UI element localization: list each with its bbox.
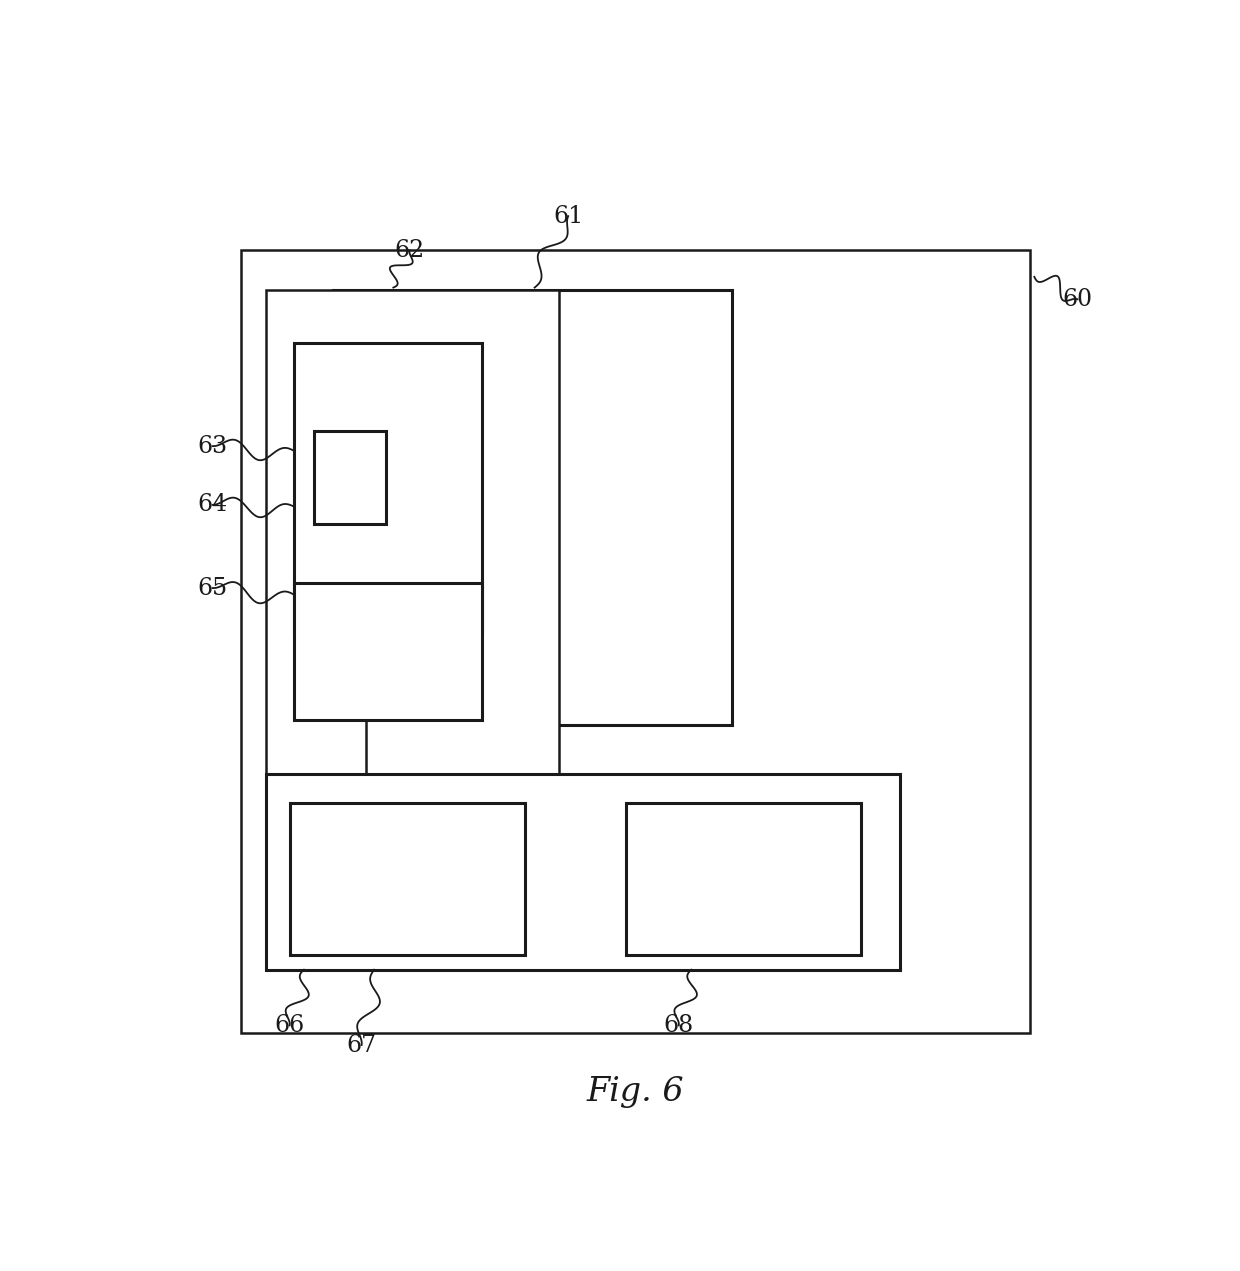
Text: 67: 67 [346, 1033, 377, 1056]
Text: 66: 66 [274, 1014, 305, 1037]
Text: 62: 62 [394, 239, 425, 262]
Text: 61: 61 [553, 205, 583, 228]
Bar [290, 803, 525, 955]
Text: 65: 65 [197, 577, 228, 600]
Text: 64: 64 [197, 493, 228, 516]
Bar [265, 774, 900, 970]
Bar [314, 431, 386, 525]
Bar [294, 583, 481, 721]
Bar [242, 250, 1029, 1033]
Bar [332, 290, 732, 724]
Text: 60: 60 [1063, 287, 1092, 311]
Bar [626, 803, 862, 955]
Text: Fig. 6: Fig. 6 [587, 1077, 684, 1108]
Text: 68: 68 [663, 1014, 694, 1037]
Bar [265, 290, 558, 793]
Text: 63: 63 [197, 435, 228, 458]
Bar [294, 343, 481, 632]
